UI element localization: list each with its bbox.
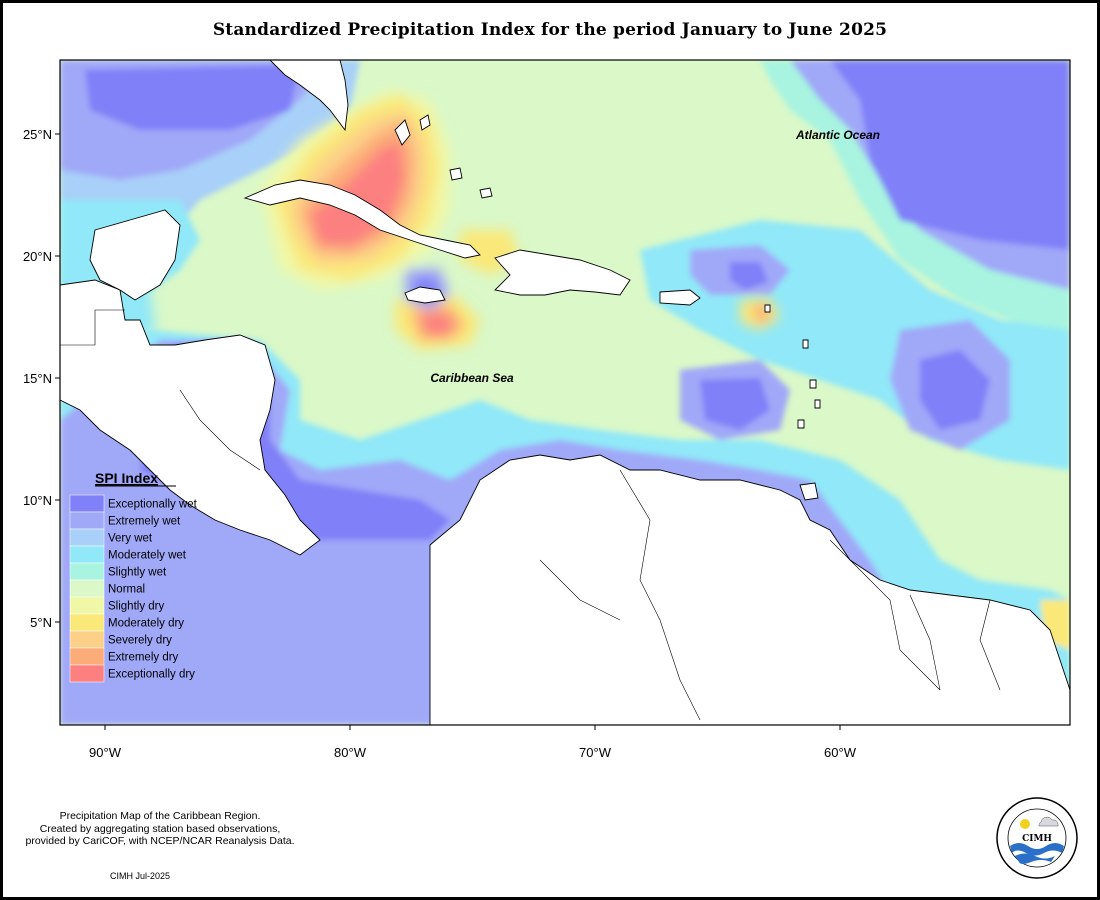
lat-label: 20°N bbox=[23, 249, 52, 264]
legend-swatch bbox=[70, 597, 104, 614]
legend-swatch bbox=[70, 563, 104, 580]
legend-label: Severely dry bbox=[108, 635, 172, 647]
legend-title: SPI Index bbox=[95, 470, 158, 486]
map-note: Precipitation Map of the Caribbean Regio… bbox=[0, 810, 320, 848]
lon-label: 90°W bbox=[89, 745, 122, 760]
legend-label: Exceptionally wet bbox=[108, 499, 198, 511]
legend-label: Exceptionally dry bbox=[108, 669, 195, 681]
lon-label: 80°W bbox=[334, 745, 367, 760]
legend-label: Slightly wet bbox=[108, 567, 167, 579]
legend-swatch bbox=[70, 512, 104, 529]
lat-axis: 25°N 20°N 15°N 10°N 5°N bbox=[23, 127, 60, 630]
legend-label: Extremely wet bbox=[108, 516, 181, 528]
legend-label: Moderately wet bbox=[108, 550, 187, 562]
legend-swatch bbox=[70, 631, 104, 648]
legend-swatch bbox=[70, 648, 104, 665]
legend-label: Extremely dry bbox=[108, 652, 179, 664]
legend-label: Normal bbox=[108, 584, 145, 596]
cimh-logo: CIMH bbox=[997, 798, 1077, 878]
spi-field bbox=[60, 60, 1070, 725]
legend-label: Very wet bbox=[108, 533, 153, 545]
lon-label: 60°W bbox=[824, 745, 857, 760]
atlantic-label: Atlantic Ocean bbox=[795, 128, 880, 142]
caribbean-label: Caribbean Sea bbox=[430, 371, 514, 385]
credit-text: CIMH Jul-2025 bbox=[110, 871, 170, 881]
lon-label: 70°W bbox=[579, 745, 612, 760]
legend-swatch bbox=[70, 546, 104, 563]
lon-axis: 90°W 80°W 70°W 60°W bbox=[89, 725, 857, 760]
legend-label: Moderately dry bbox=[108, 618, 184, 630]
legend-swatch bbox=[70, 495, 104, 512]
lat-label: 25°N bbox=[23, 127, 52, 142]
note-line: Created by aggregating station based obs… bbox=[0, 823, 320, 836]
sun-icon bbox=[1020, 819, 1030, 829]
legend-swatch bbox=[70, 529, 104, 546]
note-line: provided by CariCOF, with NCEP/NCAR Rean… bbox=[0, 835, 320, 848]
legend-swatch bbox=[70, 580, 104, 597]
legend-label: Slightly dry bbox=[108, 601, 164, 613]
legend-swatch bbox=[70, 614, 104, 631]
logo-center-text: CIMH bbox=[1022, 834, 1052, 844]
lat-label: 10°N bbox=[23, 493, 52, 508]
legend-swatch bbox=[70, 665, 104, 682]
lat-label: 15°N bbox=[23, 371, 52, 386]
note-line: Precipitation Map of the Caribbean Regio… bbox=[0, 810, 320, 823]
lat-label: 5°N bbox=[30, 615, 52, 630]
